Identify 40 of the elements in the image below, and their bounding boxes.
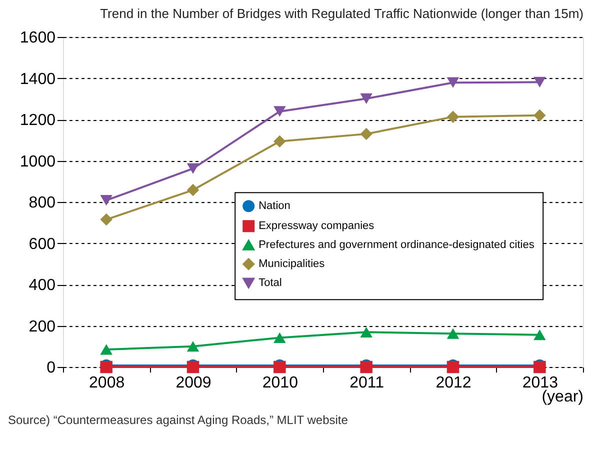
point [534,330,546,340]
point [186,184,200,196]
y-tick-label: 200 [28,318,56,336]
point [100,195,112,206]
y-tick-label: 0 [46,360,56,376]
legend-label: Expressway companies [258,220,375,232]
x-axis-title: (year) [542,388,584,406]
legend-label: Nation [258,200,290,212]
x-tick-label: 2008 [89,374,125,392]
chart-title: Trend in the Number of Bridges with Regulated Traffic Nationwide (longer than 15m) [100,6,584,21]
point [360,326,372,338]
point [186,341,200,352]
x-tick-label: 2012 [436,374,472,392]
point [274,106,286,117]
y-tick-label: 1200 [20,112,56,129]
point [446,77,460,88]
y-tick-label: 800 [28,194,56,212]
point [446,110,460,123]
point [534,76,546,88]
y-tick-label: 1600 [20,30,56,46]
x-tick-label: 2009 [176,374,212,392]
x-tick-label: 2011 [350,374,384,392]
y-tick-label: 1000 [20,153,56,170]
point [360,93,372,104]
point [446,328,460,339]
legend-label: Prefectures and government ordinance-designated cities [258,239,535,252]
legend-label: Total [258,277,282,290]
y-tick-label: 600 [28,236,56,253]
y-tick-label: 1400 [20,70,56,88]
legend-label: Municipalities [258,258,326,270]
point [100,213,112,226]
y-tick-label: 400 [28,277,56,294]
point [360,128,372,140]
source-note: Source) “Countermeasures against Aging Roads,” MLIT website [8,413,348,427]
point [186,163,200,174]
point [100,344,112,355]
x-tick-label: 2010 [262,374,298,392]
point [274,135,286,148]
point [534,109,546,122]
point [274,332,286,344]
